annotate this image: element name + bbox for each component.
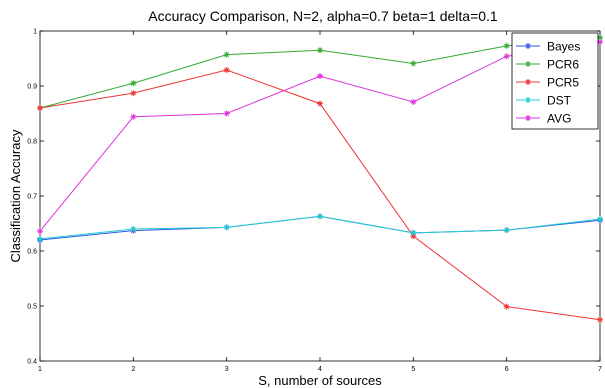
data-point-pcr6 <box>223 51 230 58</box>
legend-label-bayes: Bayes <box>547 40 580 54</box>
data-point-dst <box>317 213 323 220</box>
data-point-pcr5 <box>130 90 137 97</box>
axis-ticks: 1 2 3 4 5 6 7 0.4 0.5 0.6 0.7 0.8 0.9 1 <box>27 29 602 374</box>
x-tick-label: 3 <box>225 366 229 373</box>
data-point-pcr6 <box>410 60 417 67</box>
y-tick-label: 0.7 <box>27 194 37 201</box>
legend: Bayes PCR6 PCR5 DST AVG <box>511 32 599 130</box>
data-point-dst <box>130 226 137 232</box>
data-point-pcr5 <box>317 100 323 107</box>
y-tick-label: 0.6 <box>27 249 37 256</box>
data-point-dst <box>597 216 603 223</box>
data-point-pcr6 <box>130 80 137 87</box>
data-point-avg <box>317 73 323 80</box>
legend-marker-avg <box>525 115 531 121</box>
data-point-pcr6 <box>317 47 323 54</box>
y-tick-label: 0.9 <box>27 84 37 91</box>
y-tick-label: 0.5 <box>27 304 37 311</box>
data-point-avg <box>130 113 137 120</box>
data-point-avg <box>37 228 43 235</box>
y-tick-label: 1 <box>33 29 37 36</box>
data-point-dst <box>503 227 510 234</box>
data-point-pcr5 <box>223 67 230 74</box>
data-point-dst <box>37 235 43 242</box>
data-point-pcr6 <box>503 42 510 49</box>
data-point-dst <box>410 229 417 236</box>
data-point-pcr5 <box>597 316 603 323</box>
legend-marker-bayes <box>525 43 531 49</box>
legend-label-pcr5: PCR5 <box>547 76 579 90</box>
y-axis-label: Classification Accuracy <box>8 129 23 262</box>
y-tick-label: 0.8 <box>27 139 37 146</box>
data-point-pcr5 <box>37 105 43 111</box>
legend-label-dst: DST <box>547 94 572 108</box>
data-point-avg <box>503 53 510 60</box>
y-tick-label: 0.4 <box>27 359 37 366</box>
x-tick-label: 2 <box>131 366 135 373</box>
x-tick-label: 1 <box>38 366 42 373</box>
legend-marker-dst <box>525 97 531 103</box>
data-point-avg <box>410 98 417 105</box>
x-tick-label: 4 <box>318 366 322 373</box>
x-axis-label: S, number of sources <box>258 373 382 388</box>
x-tick-label: 6 <box>505 366 509 373</box>
legend-marker-pcr5 <box>525 79 531 85</box>
chart-title: Accuracy Comparison, N=2, alpha=0.7 beta… <box>148 8 498 24</box>
data-point-avg <box>223 110 230 117</box>
legend-label-pcr6: PCR6 <box>547 58 579 72</box>
data-point-pcr5 <box>503 303 510 310</box>
series-layer <box>37 34 603 323</box>
legend-marker-pcr6 <box>525 61 531 67</box>
data-point-dst <box>223 224 230 231</box>
x-tick-label: 5 <box>411 366 415 373</box>
x-tick-label: 7 <box>598 366 602 373</box>
legend-label-avg: AVG <box>547 112 571 126</box>
